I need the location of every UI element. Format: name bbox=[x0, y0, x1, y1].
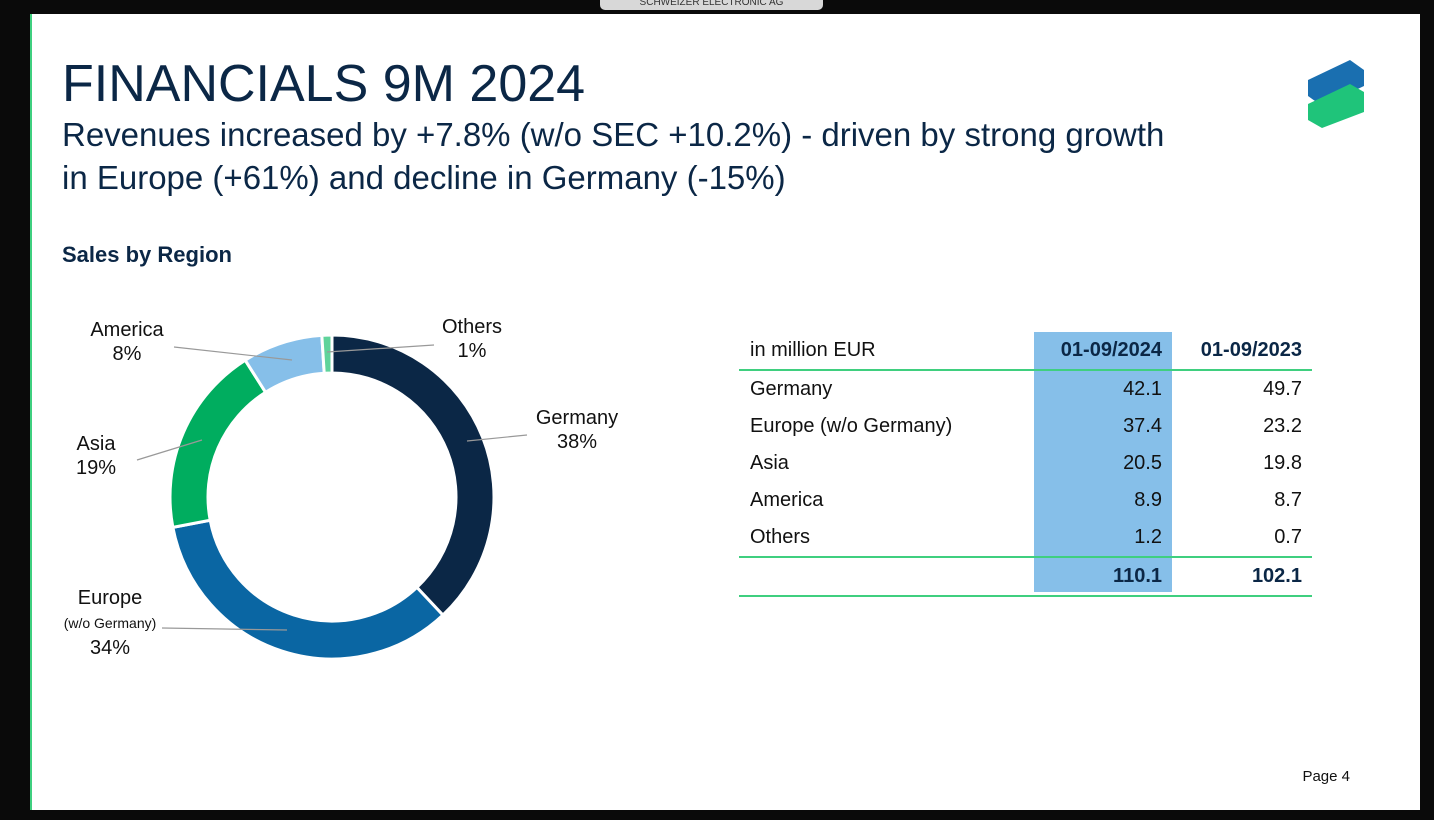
table-cell: 42.1 bbox=[1123, 378, 1162, 400]
subtitle: in Europe (+61%) and decline in Germany … bbox=[62, 159, 786, 196]
table-row: Germany 42.1 49.7 bbox=[739, 371, 1312, 408]
slice-value-label: 8% bbox=[113, 343, 142, 365]
slice-value-label: 1% bbox=[458, 340, 487, 362]
donut-segment bbox=[168, 358, 268, 530]
slice-value-label: 38% bbox=[557, 431, 597, 453]
total-row: 110.1 102.1 bbox=[739, 558, 1312, 595]
slice-label: America bbox=[90, 319, 164, 341]
leader-line bbox=[326, 344, 435, 353]
table-cell: Europe (w/o Germany) bbox=[750, 415, 953, 437]
leader-line bbox=[161, 627, 288, 631]
table-cell: 49.7 bbox=[1263, 378, 1302, 400]
slice-label: Germany bbox=[536, 407, 618, 429]
table: in million EUR 01-09/2024 01-09/2023 German… bbox=[739, 332, 1312, 597]
highlight-column bbox=[1034, 332, 1172, 592]
table-cell: 8.7 bbox=[1274, 489, 1302, 511]
total-cell: 102.1 bbox=[1251, 565, 1302, 587]
header-cell: 01-09/2023 bbox=[1200, 339, 1302, 361]
table-cell: 19.8 bbox=[1263, 452, 1302, 474]
table-row: Asia 20.5 19.8 bbox=[739, 445, 1312, 482]
slide: FINANCIALS 9M 2024 Revenues increased by… bbox=[30, 14, 1420, 810]
window-tab[interactable]: SCHWEIZER ELECTRONIC AG bbox=[600, 0, 823, 10]
slice-label: Europe bbox=[78, 587, 143, 609]
table-cell: America bbox=[750, 489, 824, 511]
table-rule bbox=[739, 556, 1312, 558]
table-cell: Asia bbox=[750, 452, 789, 474]
table-cell: 20.5 bbox=[1123, 452, 1162, 474]
table-row: America 8.9 8.7 bbox=[739, 482, 1312, 519]
header-cell: 01-09/2024 bbox=[1060, 339, 1162, 361]
table-cell: 23.2 bbox=[1263, 415, 1302, 437]
header-cell: in million EUR bbox=[750, 339, 876, 361]
table-cell: 8.9 bbox=[1134, 489, 1162, 511]
leader-line bbox=[466, 434, 528, 442]
page-number: Page 4 bbox=[1302, 768, 1350, 785]
leader-line bbox=[136, 439, 203, 461]
slice-value-label: 34% bbox=[90, 637, 130, 659]
chart-title: Sales by Region bbox=[62, 242, 232, 267]
slice-label: Others bbox=[442, 316, 502, 338]
leader-line bbox=[173, 346, 293, 361]
table-cell: 37.4 bbox=[1123, 415, 1162, 437]
slice-value-label: 19% bbox=[76, 457, 116, 479]
slice-sublabel: (w/o Germany) bbox=[64, 615, 157, 631]
slide-title: FINANCIALS 9M 2024 bbox=[62, 55, 586, 113]
table-cell: Germany bbox=[750, 378, 833, 400]
table-cell: Others bbox=[750, 526, 811, 548]
donut-segment bbox=[171, 518, 446, 661]
logo bbox=[1308, 60, 1364, 128]
table-row: Others 1.2 0.7 bbox=[739, 519, 1312, 556]
slice-label: Asia bbox=[77, 433, 117, 455]
donut-segment bbox=[330, 333, 496, 618]
table-header: in million EUR 01-09/2024 01-09/2023 bbox=[739, 332, 1312, 369]
subtitle: Revenues increased by +7.8% (w/o SEC +10… bbox=[62, 116, 1165, 153]
total-cell: 110.1 bbox=[1113, 565, 1162, 587]
table-cell: 0.7 bbox=[1274, 526, 1302, 548]
table-rule bbox=[739, 595, 1312, 597]
table-row: Europe (w/o Germany) 37.4 23.2 bbox=[739, 408, 1312, 445]
table-rule bbox=[739, 369, 1312, 371]
donut-segment bbox=[320, 333, 334, 375]
table-cell: 1.2 bbox=[1134, 526, 1162, 548]
